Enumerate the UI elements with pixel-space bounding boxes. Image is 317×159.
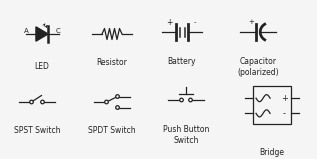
Text: LED: LED [35,62,49,71]
Text: Capacitor
(polarized): Capacitor (polarized) [237,57,279,77]
Text: +: + [166,18,172,27]
Bar [253,86,291,124]
Circle shape [116,95,119,98]
Circle shape [189,98,192,102]
Text: A: A [24,28,29,34]
Circle shape [105,100,108,104]
Circle shape [180,98,183,102]
Text: Bridge
Rectifier: Bridge Rectifier [256,148,288,159]
Circle shape [41,100,44,104]
Text: SPDT Switch: SPDT Switch [88,126,136,135]
Text: +: + [281,94,288,103]
Circle shape [116,106,119,109]
Text: C: C [55,28,60,34]
Text: +: + [249,19,255,25]
Text: Battery: Battery [168,57,196,66]
Text: Resistor: Resistor [97,58,127,67]
Text: -: - [194,19,196,25]
Circle shape [30,100,33,104]
Text: SPST Switch: SPST Switch [14,126,60,135]
Text: Push Button
Switch: Push Button Switch [163,125,209,145]
Polygon shape [36,27,48,41]
Text: -: - [283,109,286,118]
